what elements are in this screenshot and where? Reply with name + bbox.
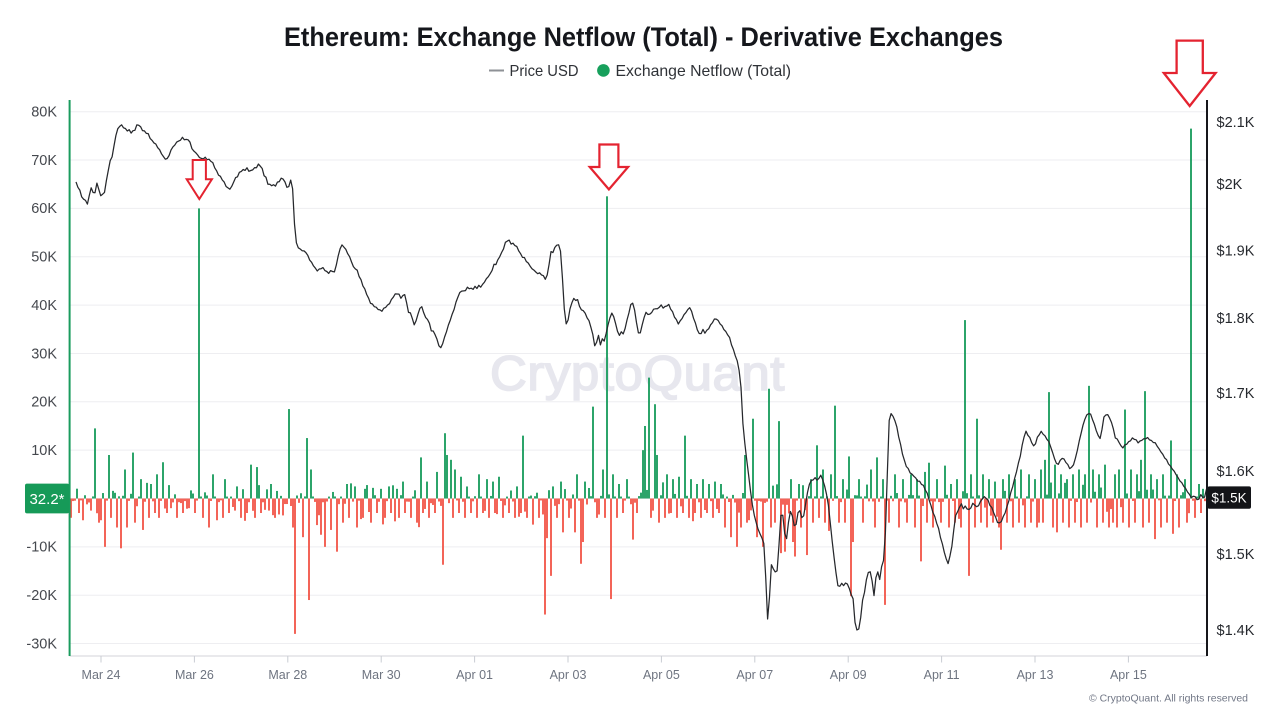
svg-text:$2K: $2K: [1217, 177, 1243, 193]
svg-text:Apr 15: Apr 15: [1110, 668, 1147, 682]
svg-text:Mar 24: Mar 24: [82, 668, 121, 682]
svg-text:$1.6K: $1.6K: [1217, 464, 1255, 480]
svg-text:32.2*: 32.2*: [29, 491, 64, 508]
svg-text:-30K: -30K: [26, 636, 57, 652]
svg-text:© CryptoQuant. All rights rese: © CryptoQuant. All rights reserved: [1089, 693, 1248, 705]
svg-text:Mar 28: Mar 28: [268, 668, 307, 682]
svg-text:50K: 50K: [31, 250, 57, 266]
svg-text:-20K: -20K: [26, 588, 57, 604]
svg-text:$1.5K: $1.5K: [1217, 547, 1255, 563]
svg-text:Apr 11: Apr 11: [924, 668, 960, 682]
svg-text:Mar 30: Mar 30: [362, 668, 401, 682]
svg-text:$1.5K: $1.5K: [1211, 490, 1246, 505]
svg-text:$2.1K: $2.1K: [1217, 115, 1255, 131]
svg-text:Apr 05: Apr 05: [643, 668, 680, 682]
svg-text:40K: 40K: [31, 298, 57, 314]
svg-text:80K: 80K: [31, 105, 57, 121]
svg-text:Apr 09: Apr 09: [830, 668, 867, 682]
svg-text:Price USD: Price USD: [510, 63, 579, 80]
svg-text:$1.8K: $1.8K: [1217, 311, 1255, 327]
svg-text:70K: 70K: [31, 153, 57, 169]
svg-text:Apr 03: Apr 03: [550, 668, 587, 682]
svg-text:10K: 10K: [31, 443, 57, 459]
svg-text:Apr 01: Apr 01: [456, 668, 493, 682]
svg-text:Exchange Netflow (Total): Exchange Netflow (Total): [616, 63, 792, 80]
svg-text:Ethereum: Exchange Netflow (To: Ethereum: Exchange Netflow (Total) - Der…: [284, 22, 1003, 52]
svg-text:Mar 26: Mar 26: [175, 668, 214, 682]
svg-text:Apr 13: Apr 13: [1017, 668, 1054, 682]
svg-text:30K: 30K: [31, 346, 57, 362]
svg-text:$1.4K: $1.4K: [1217, 623, 1255, 639]
svg-text:60K: 60K: [31, 201, 57, 217]
svg-text:-10K: -10K: [26, 540, 57, 556]
svg-text:$1.9K: $1.9K: [1217, 244, 1255, 260]
svg-text:Apr 07: Apr 07: [736, 668, 773, 682]
svg-text:20K: 20K: [31, 395, 57, 411]
svg-text:$1.7K: $1.7K: [1217, 386, 1255, 402]
